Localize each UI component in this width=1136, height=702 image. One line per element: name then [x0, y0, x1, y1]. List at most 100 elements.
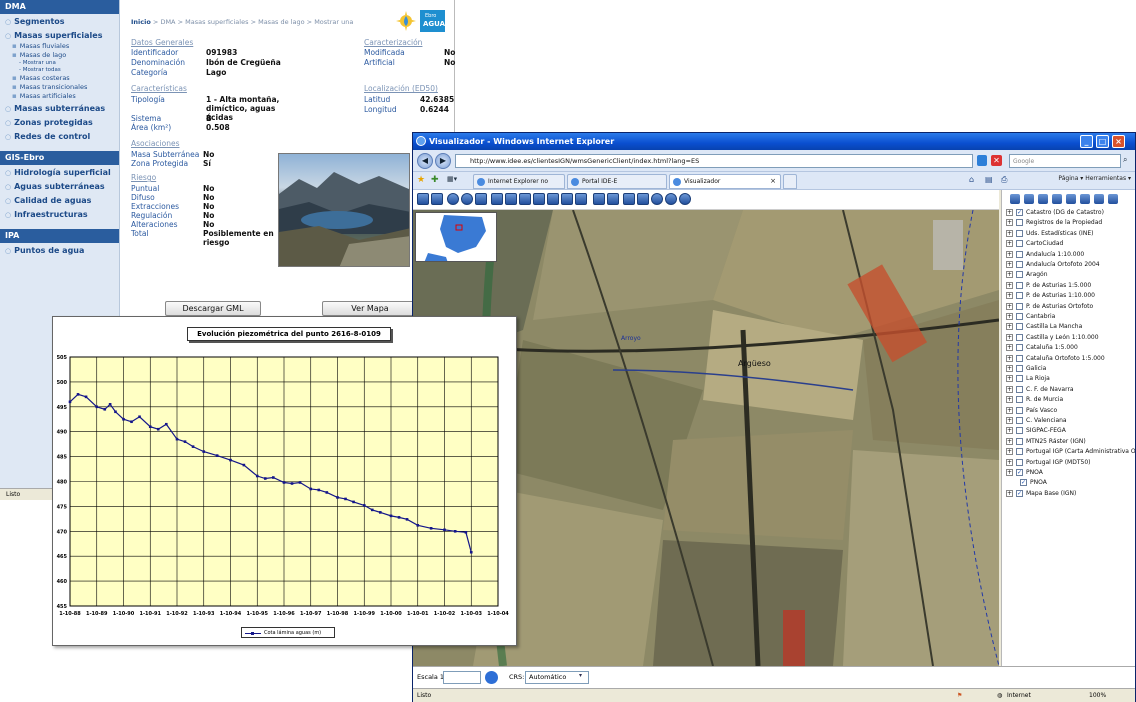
- expand-icon[interactable]: +: [1006, 469, 1013, 476]
- sidebar-item-redes-control[interactable]: ○ Redes de control: [0, 129, 119, 143]
- reset-tool-icon[interactable]: [665, 193, 677, 205]
- layer-row[interactable]: + Andalucía Ortofoto 2004: [1006, 260, 1100, 270]
- layer-checkbox[interactable]: ✓: [1016, 469, 1023, 476]
- minimize-button[interactable]: _: [1080, 135, 1093, 148]
- breadcrumb-masas-lago[interactable]: Masas de lago: [258, 18, 305, 26]
- layer-row[interactable]: + La Rioja: [1006, 374, 1050, 384]
- expand-icon[interactable]: +: [1006, 271, 1013, 279]
- layer-checkbox[interactable]: [1016, 417, 1023, 424]
- layer-row[interactable]: + Castilla y León 1:10.000: [1006, 333, 1099, 343]
- layer-row[interactable]: + C. Valenciana: [1006, 416, 1067, 426]
- expand-icon[interactable]: +: [1006, 365, 1013, 372]
- layer-row[interactable]: + Portugal IGP (Carta Administrativa O: [1006, 447, 1135, 457]
- remove-layer-icon[interactable]: [1066, 194, 1076, 204]
- down-icon[interactable]: [1094, 194, 1104, 204]
- person-tool-icon[interactable]: [491, 193, 503, 205]
- person-tool-icon[interactable]: [505, 193, 517, 205]
- descargar-gml-button[interactable]: Descargar GML: [165, 301, 261, 316]
- layer-row[interactable]: + CartoCiudad: [1006, 239, 1063, 249]
- expand-icon[interactable]: +: [1006, 437, 1013, 445]
- layer-row[interactable]: + C. F. de Navarra: [1006, 385, 1074, 395]
- add-favorites-icon[interactable]: ✚: [431, 175, 439, 185]
- maximize-button[interactable]: □: [1096, 135, 1109, 148]
- stop-icon[interactable]: ✕: [991, 155, 1002, 166]
- layer-checkbox[interactable]: [1016, 385, 1023, 393]
- layer-checkbox[interactable]: ✓: [1020, 479, 1027, 487]
- layer-checkbox[interactable]: [1016, 240, 1023, 248]
- expand-icon[interactable]: +: [1006, 261, 1013, 268]
- layer-row[interactable]: + Cataluña Ortofoto 1:5.000: [1006, 354, 1105, 364]
- layer-checkbox[interactable]: [1016, 333, 1023, 341]
- search-icon[interactable]: ⌕: [1123, 155, 1128, 164]
- layer-checkbox[interactable]: [1016, 271, 1023, 279]
- layer-row[interactable]: + Registros de la Propiedad: [1006, 218, 1102, 228]
- layers-tool-icon[interactable]: [417, 193, 429, 205]
- globe-tool-icon[interactable]: [447, 193, 459, 205]
- up-icon[interactable]: [1080, 194, 1090, 204]
- layer-row[interactable]: + P. de Asturias Ortofoto: [1006, 302, 1093, 312]
- layer-checkbox[interactable]: ✓: [1016, 209, 1023, 216]
- layer-row[interactable]: + Cataluña 1:5.000: [1006, 343, 1078, 353]
- expand-icon[interactable]: +: [1006, 229, 1013, 237]
- home-icon[interactable]: ⌂: [969, 175, 975, 184]
- refresh-layers-icon[interactable]: [1108, 194, 1118, 204]
- pause-icon[interactable]: [1010, 194, 1020, 204]
- info-tool-icon[interactable]: [623, 193, 635, 205]
- overview-minimap[interactable]: [415, 212, 497, 262]
- layer-row[interactable]: + Portugal IGP (MDT50): [1006, 458, 1090, 468]
- sidebar-sub-masas-lago[interactable]: ▪ Masas de lago: [0, 51, 119, 60]
- expand-icon[interactable]: +: [1006, 281, 1013, 289]
- layer-row[interactable]: + R. de Murcia: [1006, 395, 1063, 405]
- layer-checkbox[interactable]: [1016, 229, 1023, 237]
- expand-icon[interactable]: +: [1006, 417, 1013, 424]
- add-layer-icon[interactable]: [1038, 194, 1048, 204]
- tab-visualizador[interactable]: Visualizador ×: [669, 174, 781, 189]
- forward-button[interactable]: ▶: [435, 153, 451, 169]
- expand-icon[interactable]: +: [1006, 427, 1013, 435]
- sidebar-sub-masas-artificiales[interactable]: ▪ Masas artificiales: [0, 92, 119, 101]
- expand-icon[interactable]: +: [1006, 219, 1013, 227]
- layer-checkbox[interactable]: [1016, 302, 1023, 310]
- new-tab-button[interactable]: [783, 174, 797, 189]
- layer-checkbox[interactable]: [1016, 219, 1023, 227]
- layer-row[interactable]: + ✓ PNOA: [1006, 468, 1043, 478]
- tab-ie-error[interactable]: Internet Explorer no puede ...: [473, 174, 565, 198]
- layer-row[interactable]: + P. de Asturias 1:10.000: [1006, 291, 1095, 301]
- url-input[interactable]: http://www.idee.es/clientesIGN/wmsGeneri…: [455, 154, 973, 168]
- person-tool-icon[interactable]: [519, 193, 531, 205]
- quick-tabs-icon[interactable]: ▦▾: [447, 175, 458, 183]
- area-tool-icon[interactable]: [607, 193, 619, 205]
- layer-checkbox[interactable]: [1016, 323, 1023, 331]
- zoom-level[interactable]: 100%: [1089, 692, 1107, 699]
- sidebar-sub-masas-transicionales[interactable]: ▪ Masas transicionales: [0, 83, 119, 92]
- layer-row[interactable]: + Castilla La Mancha: [1006, 322, 1082, 332]
- edit-layer-icon[interactable]: [1052, 194, 1062, 204]
- layer-checkbox[interactable]: [1016, 344, 1023, 352]
- layer-checkbox[interactable]: [1016, 313, 1023, 320]
- layer-row[interactable]: + Andalucía 1:10.000: [1006, 250, 1084, 260]
- layer-checkbox[interactable]: [1016, 281, 1023, 289]
- layer-row[interactable]: + Uds. Estadísticas (INE): [1006, 229, 1093, 239]
- expand-icon[interactable]: +: [1006, 302, 1013, 310]
- help-tool-icon[interactable]: [679, 193, 691, 205]
- sidebar-item-hidrologia[interactable]: ○ Hidrología superficial: [0, 165, 119, 179]
- layer-checkbox[interactable]: ✓: [1016, 489, 1023, 497]
- expand-icon[interactable]: +: [1006, 458, 1013, 466]
- feeds-icon[interactable]: ▤: [985, 175, 993, 184]
- expand-icon[interactable]: +: [1006, 406, 1013, 414]
- sidebar-item-segmentos[interactable]: ○ Segmentos: [0, 14, 119, 28]
- ver-mapa-button[interactable]: Ver Mapa: [322, 301, 418, 316]
- zoom-in-tool-icon[interactable]: [533, 193, 545, 205]
- layer-row[interactable]: + ✓ Catastro (DG de Catastro): [1006, 208, 1104, 218]
- list-icon[interactable]: [1024, 194, 1034, 204]
- breadcrumb-dma[interactable]: DMA: [160, 18, 176, 26]
- refresh-icon[interactable]: [977, 155, 987, 166]
- expand-icon[interactable]: +: [1006, 250, 1013, 258]
- expand-icon[interactable]: +: [1006, 354, 1013, 362]
- layer-checkbox[interactable]: [1016, 406, 1023, 414]
- search-input[interactable]: Google: [1009, 154, 1121, 168]
- sidebar-item-calidad-aguas[interactable]: ○ Calidad de aguas: [0, 193, 119, 207]
- search-tool-icon[interactable]: [461, 193, 473, 205]
- back-button[interactable]: ◀: [417, 153, 433, 169]
- sidebar-subsub-mostrar-una[interactable]: - Mostrar una: [19, 60, 56, 66]
